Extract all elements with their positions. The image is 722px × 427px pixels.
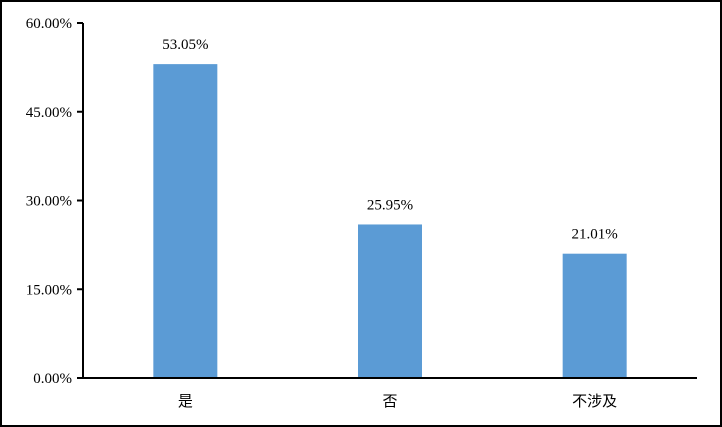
y-tick-label-0: 0.00% [33,371,72,387]
data-label-0: 53.05% [162,37,208,53]
bar-2 [562,253,627,378]
data-label-1: 25.95% [367,197,413,213]
data-label-2: 21.01% [572,227,618,243]
y-tick-label-1: 15.00% [26,282,72,298]
bar-1 [358,224,422,378]
x-tick-label-2: 不涉及 [572,393,617,410]
y-tick-label-3: 45.00% [26,105,72,121]
y-tick-label-2: 30.00% [26,194,72,210]
x-tick-label-0: 是 [178,394,193,410]
bar-0 [153,64,218,378]
y-tick-label-4: 60.00% [26,16,72,32]
x-tick-label-1: 否 [382,394,397,410]
